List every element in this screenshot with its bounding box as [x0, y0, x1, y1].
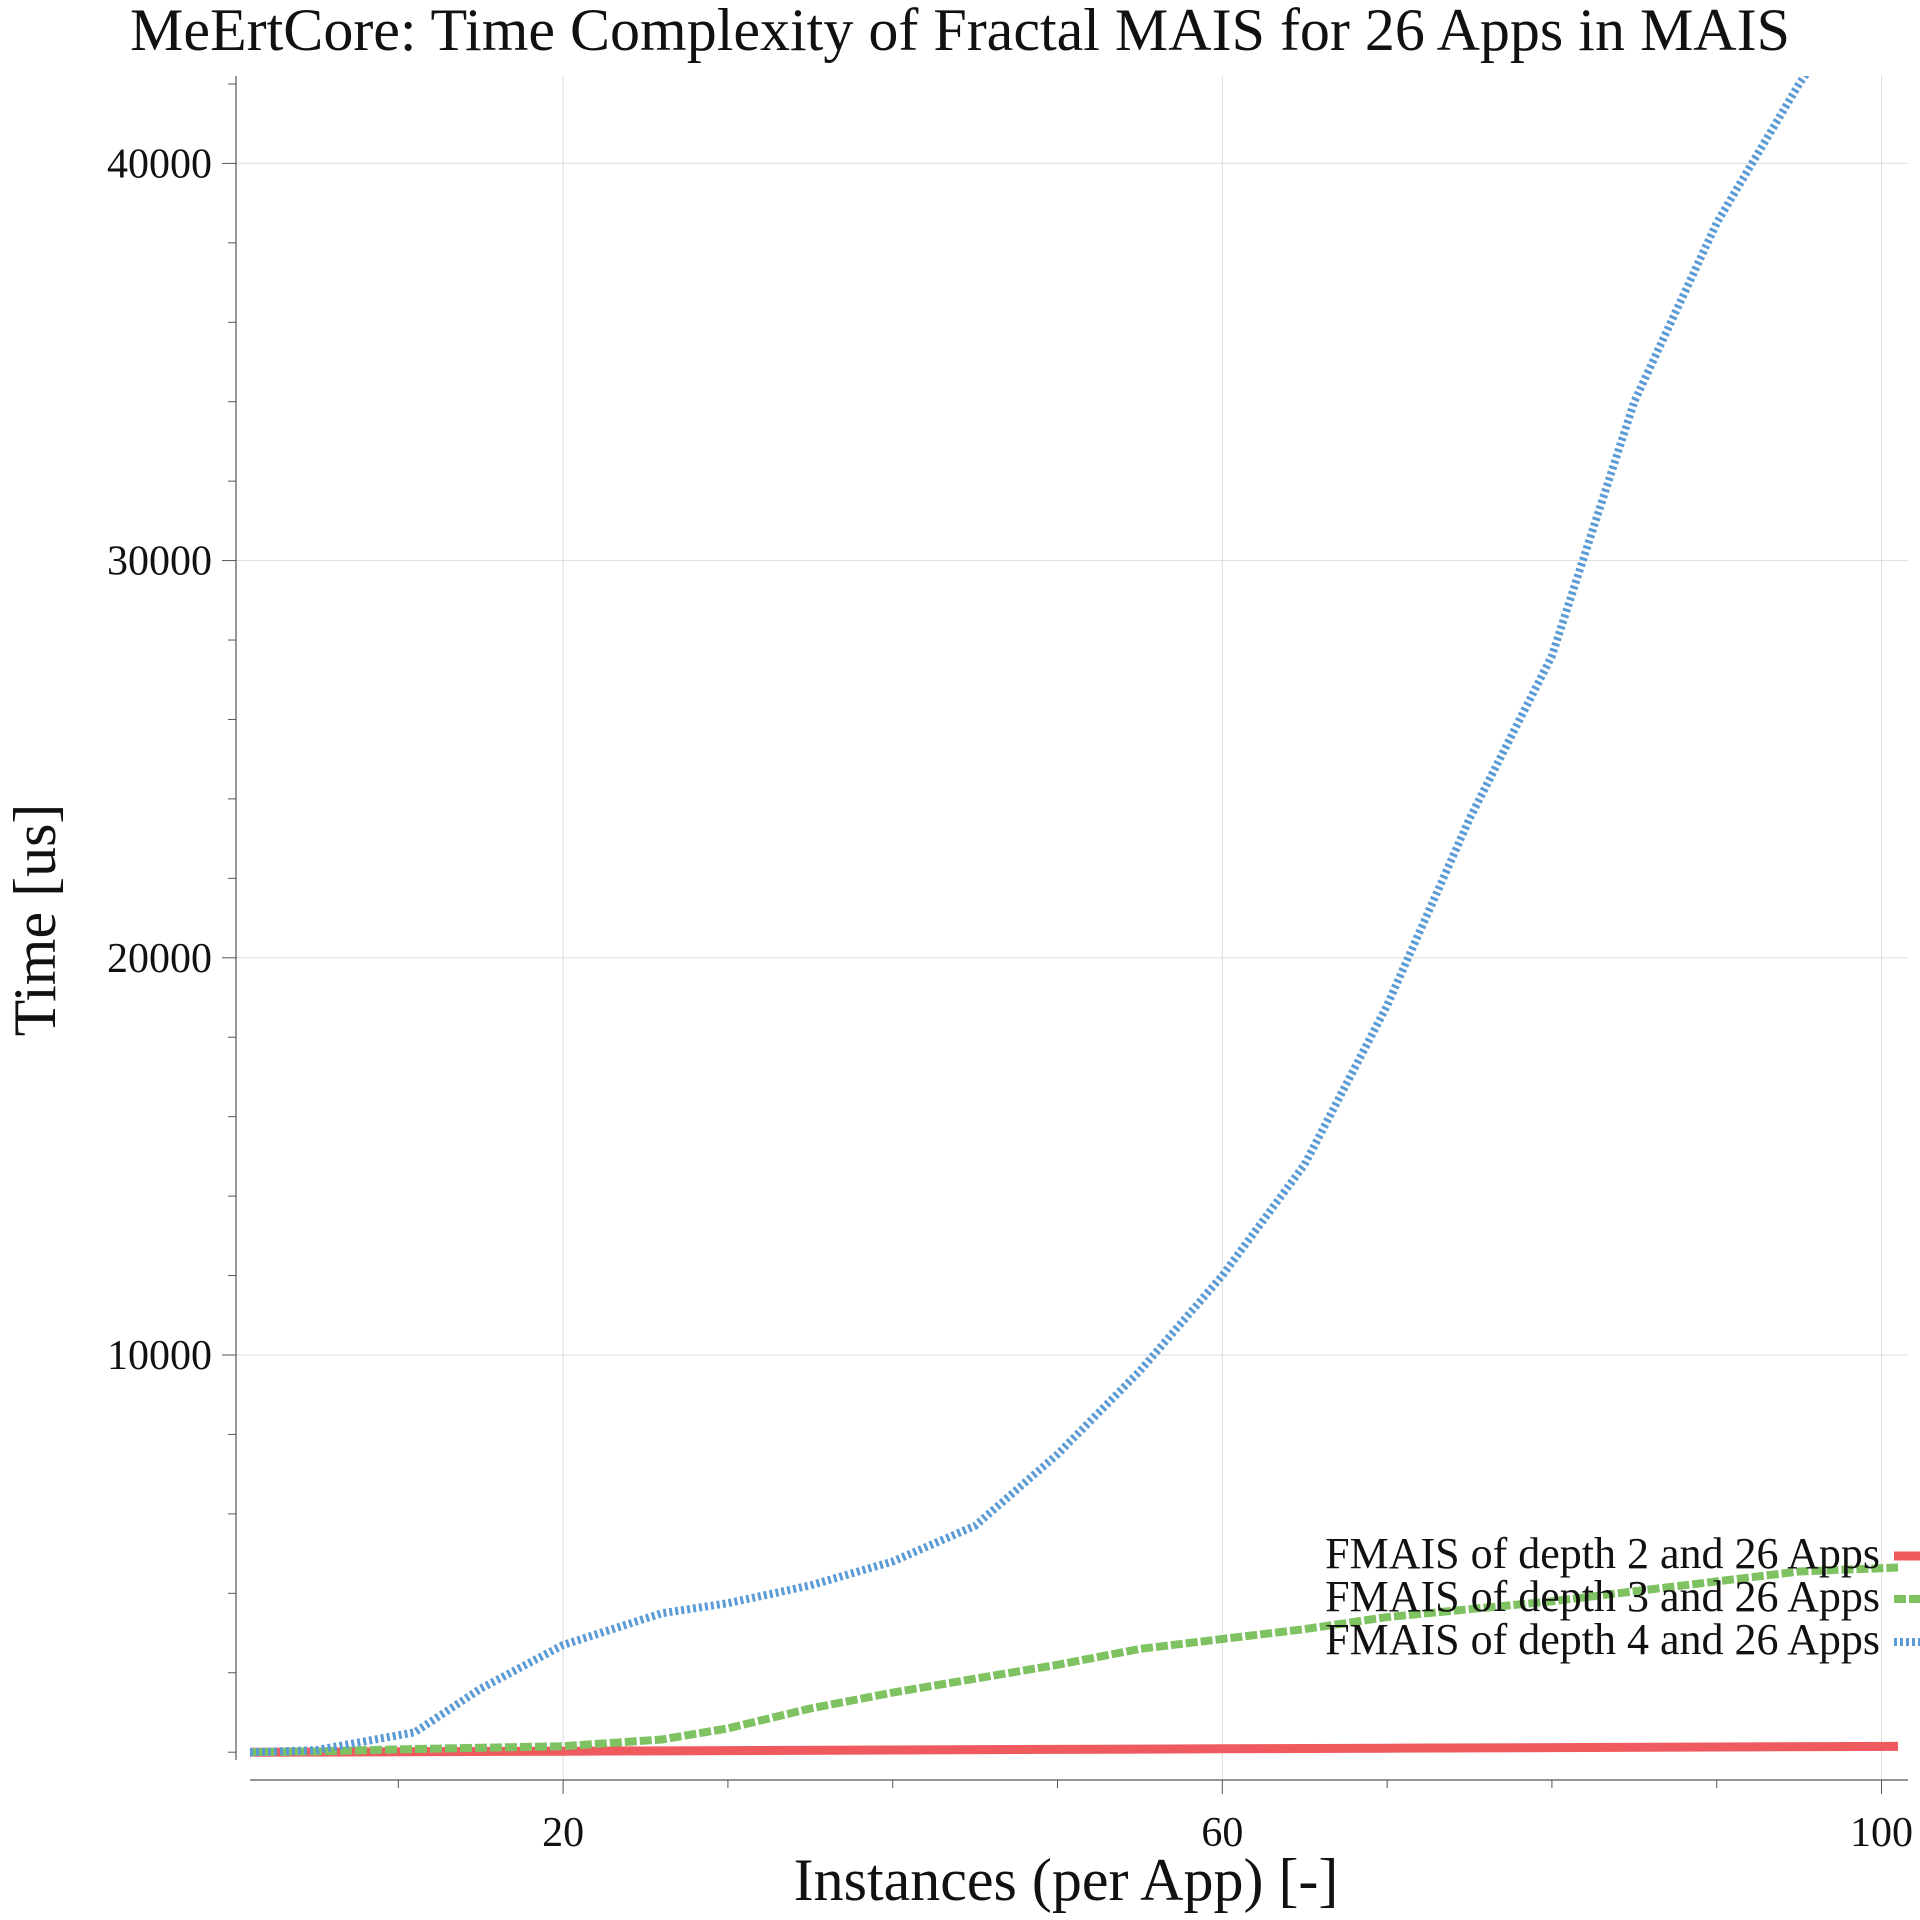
grid-layer — [236, 76, 1908, 1780]
x-tick-label: 100 — [1850, 1810, 1913, 1856]
chart-title: MeErtCore: Time Complexity of Fractal MA… — [130, 0, 1790, 63]
x-tick-label: 60 — [1201, 1810, 1243, 1856]
y-tick-label: 30000 — [107, 539, 212, 585]
y-axis-label: Time [us] — [2, 804, 68, 1037]
y-tick-label: 40000 — [107, 141, 212, 187]
legend-label: FMAIS of depth 3 and 26 Apps — [1325, 1572, 1880, 1621]
series-line-depth-3 — [249, 1563, 1899, 1757]
y-tick-label: 10000 — [107, 1333, 212, 1379]
y-tick-label: 20000 — [107, 936, 212, 982]
x-tick-label: 20 — [542, 1810, 584, 1856]
legend-label: FMAIS of depth 2 and 26 Apps — [1325, 1529, 1880, 1578]
x-axis-label: Instances (per App) [-] — [794, 1847, 1339, 1913]
series-line-depth-2 — [249, 1741, 1899, 1757]
legend-label: FMAIS of depth 4 and 26 Apps — [1325, 1615, 1880, 1664]
series-layer — [249, 76, 1899, 1757]
series-line-depth-4 — [249, 76, 1810, 1757]
axis-layer: 20 60 100 10000 20000 30000 40000 — [107, 76, 1913, 1856]
